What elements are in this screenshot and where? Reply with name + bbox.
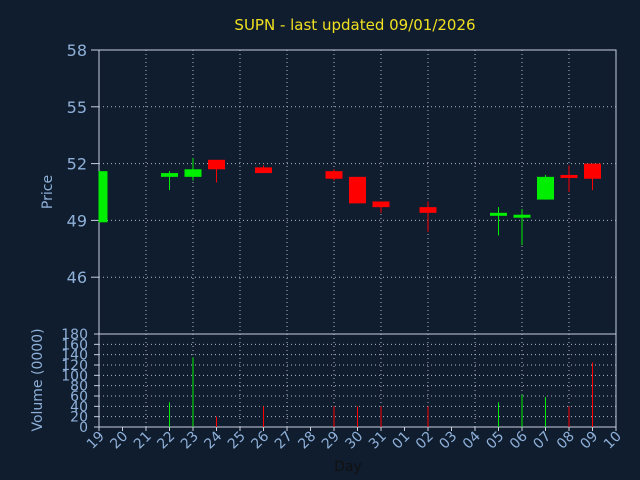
volume-tick-label: 20	[70, 410, 88, 426]
price-tick-label: 52	[67, 155, 87, 174]
candle-body	[99, 171, 108, 223]
volume-tick-label: 40	[70, 399, 88, 415]
price-tick-label: 55	[67, 98, 87, 117]
volume-tick-label: 60	[70, 389, 88, 405]
volume-tick-label: 100	[61, 368, 88, 384]
volume-tick-label: 80	[70, 379, 88, 395]
volume-axis-label: Volume (0000)	[30, 328, 46, 431]
candle-body	[349, 176, 366, 204]
candle-body	[584, 163, 601, 179]
volume-tick-label: 140	[61, 348, 88, 364]
price-tick-label: 58	[67, 41, 87, 60]
x-axis-label: Day	[334, 459, 362, 475]
candle-body	[255, 167, 272, 174]
candle-body	[537, 176, 554, 200]
candle-body	[560, 174, 578, 178]
candle-body	[372, 201, 390, 208]
volume-tick-label: 120	[61, 358, 88, 374]
price-axis-label: Price	[40, 175, 56, 209]
candle-body	[325, 171, 343, 179]
price-tick-label: 46	[67, 268, 87, 287]
candle-body	[184, 169, 202, 177]
volume-tick-label: 0	[79, 420, 88, 436]
price-panel: 58 55 52 49 46	[67, 41, 617, 335]
volume-tick-label: 180	[61, 327, 88, 343]
volume-tick-label: 160	[61, 337, 88, 353]
candle-body	[419, 207, 437, 213]
chart-title: SUPN - last updated 09/01/2026	[234, 16, 475, 34]
candle-body	[490, 212, 507, 216]
candle-body	[513, 214, 531, 218]
candle-body	[161, 173, 178, 177]
candle-body	[208, 159, 225, 170]
price-tick-label: 49	[67, 211, 87, 230]
